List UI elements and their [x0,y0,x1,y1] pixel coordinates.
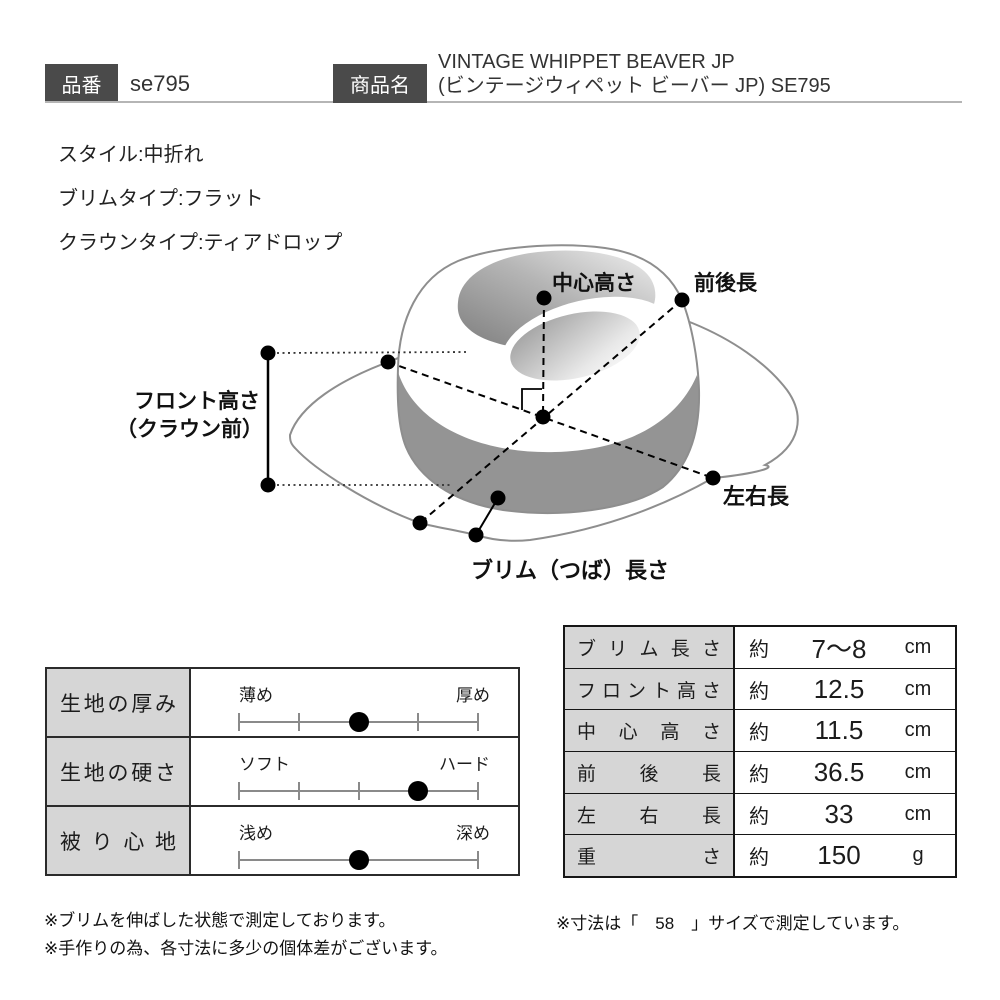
attribute-slider-thickness: 薄め 厚め [191,669,518,736]
measurement-unit: cm [904,719,932,742]
product-name-tag: 商品名 [333,64,427,103]
slider-tick [297,713,300,731]
label-center-height: 中心高さ [552,271,636,295]
header-divider [45,101,962,103]
product-name: VINTAGE WHIPPET BEAVER JP (ビンテージウィペット ビー… [438,50,831,98]
approx-prefix: 約 [749,847,769,870]
measurement-value-cell: 約 150 g [735,835,955,877]
slider-tick [238,713,240,731]
attribute-slider-fit: 浅め 深め [191,807,518,874]
slider-track [238,850,479,870]
attribute-table: 生地の厚み 薄め 厚め 生地の硬さ ソフト ハード 被り心地 浅め 深め [45,667,520,876]
label-front-height-line2: （クラウン前） [116,417,263,441]
measurement-value-cell: 約 33 cm [735,793,955,835]
slider-tick [238,782,240,800]
measurement-label: ブリム長さ [565,627,735,668]
attribute-slider-hardness: ソフト ハード [191,738,518,805]
slider-tick [477,851,479,869]
approx-prefix: 約 [749,680,769,703]
measurement-label: 左右長 [565,793,735,835]
spec-brim-type: ブリムタイプ:フラット [58,188,264,210]
label-left-right-length: 左右長 [723,484,790,509]
slider-tick [477,713,479,731]
attribute-label: 生地の厚み [47,669,191,736]
measurement-row: ブリム長さ 約 7～8 cm [565,627,955,668]
slider-track [238,781,479,801]
measurement-value-cell: 約 12.5 cm [735,668,955,710]
footnote-measure-condition: ※ブリムを伸ばした状態で測定しております。 [44,911,396,930]
measurement-table: ブリム長さ 約 7～8 cm フロント高さ 約 12.5 cm 中心高さ 約 1… [563,625,957,878]
right-angle-mark [521,388,542,410]
footnotes-left: ※ブリムを伸ばした状態で測定しております。 ※手作りの為、各寸法に多少の個体差が… [44,907,448,963]
approx-prefix: 約 [749,722,769,745]
part-number-tag: 品番 [45,64,118,103]
slider-max-label: ハード [439,755,490,774]
slider-min-label: 薄め [239,686,273,705]
measurement-dots [260,290,721,543]
slider-tick [238,851,240,869]
measurement-unit: cm [904,677,932,700]
slider-dot [348,850,369,870]
measurement-number: 11.5 [814,715,864,746]
slider-tick [297,782,300,800]
slider-dot [408,781,429,801]
measurement-row: 左右長 約 33 cm [565,792,955,835]
measurement-value-cell: 約 7～8 cm [735,627,955,668]
measurement-label: 前後長 [565,752,735,793]
measurement-label: フロント高さ [565,668,735,710]
left-right-dashed-line [387,361,714,479]
measurement-row: フロント高さ 約 12.5 cm [565,667,955,710]
part-number-value: se795 [130,71,190,96]
footnote-handmade: ※手作りの為、各寸法に多少の個体差がございます。 [44,939,448,958]
footnote-size-basis: ※寸法は「 58 」サイズで測定しています。 [556,914,910,933]
slider-max-label: 深め [456,824,490,843]
slider-tick [477,782,479,800]
attribute-label: 生地の硬さ [47,738,191,805]
slider-tick [357,782,360,800]
measurement-unit: cm [904,760,932,783]
slider-tick [417,713,420,731]
label-front-back-length: 前後長 [694,271,758,295]
measurement-number: 150 [817,840,861,871]
slider-min-label: 浅め [239,824,273,843]
spec-list: スタイル:中折れ ブリムタイプ:フラット クラウンタイプ:ティアドロップ [58,138,342,270]
product-name-line1: VINTAGE WHIPPET BEAVER JP [438,51,735,73]
measurement-unit: g [912,844,924,867]
measurement-row: 重さ 約 150 g [565,834,955,877]
hat-measurement-diagram: 中心高さ 前後長 フロント高さ （クラウン前） 左右長 ブリム（つば）長さ [116,244,799,583]
measurement-number: 33 [824,798,854,829]
attribute-row-fit: 被り心地 浅め 深め [47,805,518,874]
measurement-value-cell: 約 36.5 cm [735,752,955,793]
measurement-row: 中心高さ 約 11.5 cm [565,709,955,752]
measurement-value-cell: 約 11.5 cm [735,710,955,752]
slider-max-label: 厚め [456,686,490,705]
spec-style: スタイル:中折れ [58,144,204,166]
measurement-number: 36.5 [813,756,865,787]
product-name-line2: (ビンテージウィペット ビーバー JP) SE795 [438,75,831,97]
hat-crown-outline [396,244,701,514]
measurement-unit: cm [904,802,932,825]
measurement-unit: cm [904,635,932,658]
measurement-number: 7～8 [811,633,867,664]
spec-crown-type: クラウンタイプ:ティアドロップ [58,232,343,254]
measurement-number: 12.5 [813,673,865,704]
slider-min-label: ソフト [239,755,290,774]
slider-dot [348,712,369,732]
approx-prefix: 約 [749,805,769,828]
center-height-dashed-line [542,297,545,418]
hat-band [397,372,700,514]
measurement-row: 前後長 約 36.5 cm [565,751,955,793]
attribute-row-thickness: 生地の厚み 薄め 厚め [47,669,518,736]
attribute-row-hardness: 生地の硬さ ソフト ハード [47,736,518,805]
label-front-height-line1: フロント高さ [134,389,260,413]
front-back-dashed-line [419,299,683,524]
slider-track [238,712,479,732]
approx-prefix: 約 [749,638,769,661]
front-height-dotted-top [276,351,467,354]
measurement-label: 中心高さ [565,710,735,752]
attribute-label: 被り心地 [47,807,191,874]
approx-prefix: 約 [749,763,769,786]
label-brim-length: ブリム（つば）長さ [471,558,669,583]
measurement-label: 重さ [565,835,735,877]
